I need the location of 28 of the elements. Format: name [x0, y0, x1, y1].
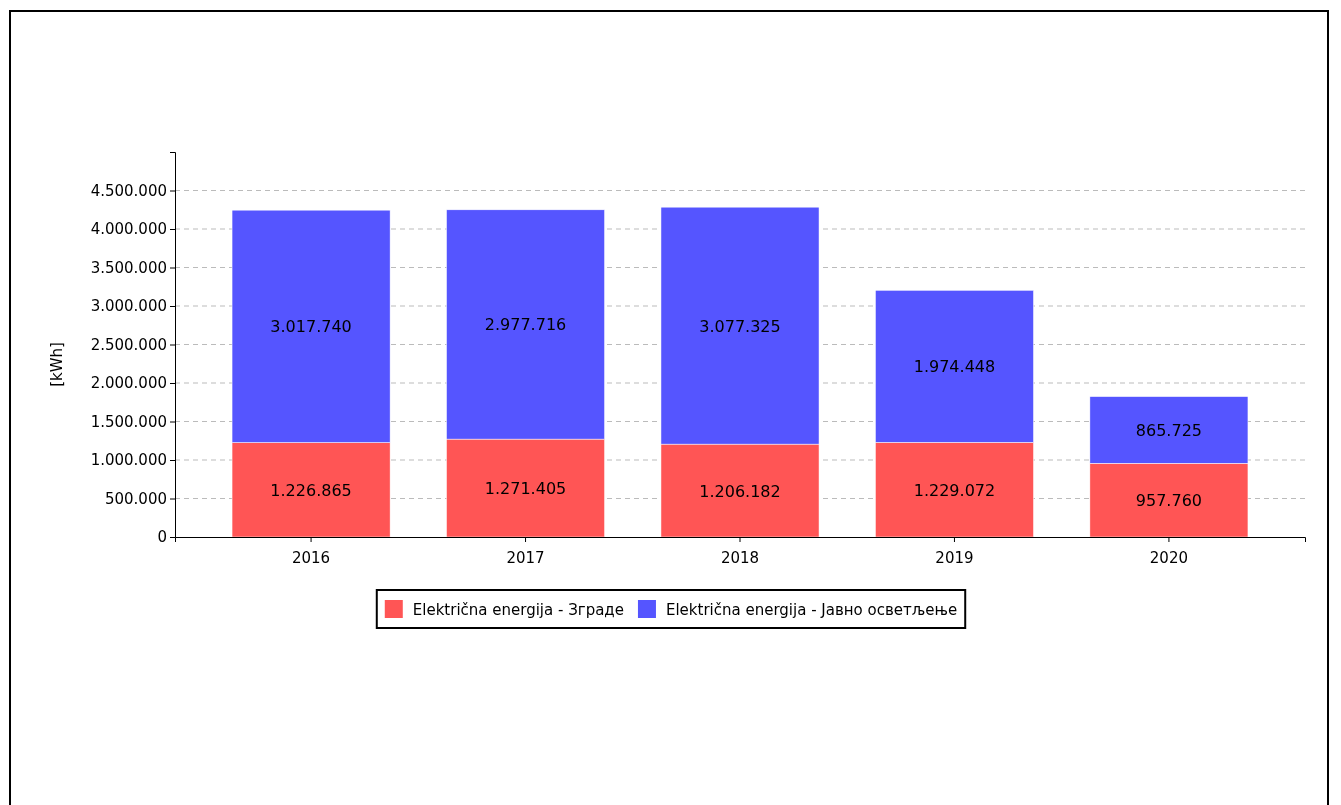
- legend-label: Električna energija - Зграде: [412, 601, 624, 619]
- y-axis-title: [kWh]: [48, 342, 66, 387]
- data-label: 1.226.865: [270, 480, 352, 500]
- y-tick-label: 3.500.000: [90, 258, 167, 277]
- data-label: 2.977.716: [484, 315, 567, 335]
- data-label: 1.229.072: [913, 480, 996, 500]
- x-tick-label: 2017: [506, 549, 545, 567]
- data-label: 1.206.182: [699, 481, 781, 501]
- y-tick-label: 500.000: [104, 489, 167, 508]
- legend-label: Električna energija - Јавно осветљење: [665, 601, 958, 619]
- data-label: 3.017.740: [270, 317, 352, 337]
- x-tick-label: 2019: [935, 549, 974, 567]
- x-tick-label: 2016: [291, 549, 331, 567]
- data-label: 957.760: [1135, 491, 1203, 511]
- y-tick-label: 2.000.000: [90, 374, 167, 393]
- data-label: 1.271.405: [484, 479, 567, 499]
- y-tick-label: 4.000.000: [90, 220, 167, 239]
- data-label: 3.077.325: [699, 316, 781, 336]
- y-tick-label: 2.500.000: [90, 335, 167, 354]
- y-tick-label: 4.500.000: [90, 181, 167, 200]
- y-tick-label: 0: [157, 528, 167, 547]
- y-tick-label: 3.000.000: [90, 297, 167, 316]
- data-label: 865.725: [1135, 420, 1203, 440]
- y-tick-label: 1.000.000: [90, 451, 167, 470]
- x-tick-label: 2020: [1149, 549, 1189, 567]
- data-label: 1.974.448: [913, 357, 996, 377]
- y-tick-label: 1.500.000: [90, 412, 167, 431]
- x-tick-label: 2018: [720, 549, 760, 567]
